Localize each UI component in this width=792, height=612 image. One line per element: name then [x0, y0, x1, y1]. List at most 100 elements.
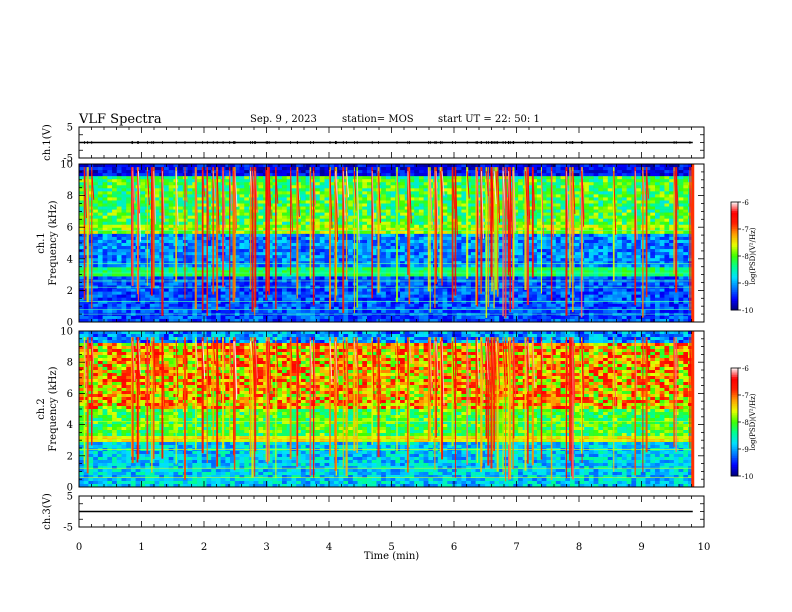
burst-core — [396, 341, 400, 380]
colorbar-tick-label: -7 — [742, 226, 749, 234]
burst-core — [290, 341, 294, 371]
burst-core — [222, 341, 226, 372]
burst-core — [206, 171, 210, 241]
burst-core — [146, 341, 150, 388]
colorbar-tick-label: -9 — [742, 280, 749, 288]
xtick-label: 3 — [263, 542, 269, 553]
xtick-label: 7 — [513, 542, 519, 553]
burst-core — [378, 341, 381, 404]
burst-core — [581, 171, 585, 220]
burst-core — [313, 171, 317, 206]
burst-core — [212, 341, 216, 366]
burst-core — [309, 171, 313, 240]
burst-core — [532, 341, 536, 388]
burst-core — [342, 341, 346, 381]
burst-core — [202, 171, 206, 197]
burst-core — [572, 171, 576, 215]
ytick-label: 10 — [60, 160, 73, 171]
xtick-label: 10 — [698, 542, 711, 553]
ch1-waveform — [79, 140, 693, 145]
channel-label: ch.2 — [36, 398, 47, 420]
ytick-label: 4 — [67, 420, 73, 431]
burst-core — [493, 341, 497, 381]
frequency-axis-label: Frequency (kHz) — [48, 366, 59, 451]
burst-core — [581, 171, 585, 227]
burst-core — [216, 171, 220, 234]
ytick-label: 2 — [67, 286, 73, 297]
burst-core — [329, 341, 333, 385]
data-end-marker — [691, 331, 695, 487]
burst-core — [252, 171, 255, 198]
burst-core — [353, 341, 357, 369]
burst-core — [527, 341, 531, 371]
burst-core — [408, 171, 412, 224]
burst-core — [481, 341, 484, 380]
burst-core — [505, 341, 509, 385]
burst-core — [485, 171, 489, 197]
colorbar-label: log(PSD)(V²/Hz) — [749, 227, 757, 284]
burst-core — [551, 171, 555, 237]
burst-core — [356, 171, 360, 243]
burst-core — [569, 341, 573, 395]
start-time-label: start UT = 22: 50: 1 — [438, 114, 540, 125]
ytick-label: 8 — [67, 358, 73, 369]
burst-core — [184, 341, 188, 369]
ytick-label: -5 — [63, 523, 73, 534]
xtick-label: 9 — [638, 542, 644, 553]
burst-core — [275, 341, 279, 371]
waveform-axis-label: ch.1(V) — [42, 124, 53, 161]
station-label: station= MOS — [342, 114, 414, 125]
burst-core — [452, 341, 456, 404]
burst-core — [673, 171, 677, 206]
burst-core — [675, 341, 679, 372]
burst-core — [153, 171, 157, 225]
burst-core — [532, 171, 536, 212]
burst-core — [175, 341, 179, 395]
panel-axes-4: 5 -5 ch.3(V) — [42, 492, 705, 534]
burst-core — [378, 171, 381, 224]
ytick-label: 6 — [67, 389, 73, 400]
burst-core — [216, 341, 220, 402]
burst-core — [566, 341, 569, 388]
burst-core — [371, 341, 375, 400]
colorbar-tick-label: -9 — [742, 446, 749, 454]
burst-core — [466, 171, 470, 199]
ytick-label: 5 — [67, 492, 73, 503]
colorbar-label: log(PSD)(V²/Hz) — [749, 393, 757, 450]
burst-core — [275, 171, 279, 204]
burst-core — [487, 341, 491, 393]
burst-core — [229, 341, 233, 376]
burst-core — [153, 341, 157, 393]
burst-core — [371, 171, 375, 237]
burst-core — [137, 341, 140, 396]
burst-core — [334, 341, 338, 383]
burst-core — [268, 171, 272, 219]
burst-core — [254, 171, 258, 213]
burst-core — [497, 341, 501, 389]
burst-core — [675, 171, 679, 210]
panel-axes-1: 5 -5 ch.1(V) — [42, 123, 705, 165]
burst-core — [265, 341, 269, 393]
burst-core — [267, 341, 271, 405]
colorbar-tick-label: -6 — [742, 199, 749, 207]
burst-core — [509, 341, 513, 366]
burst-core — [541, 171, 544, 236]
burst-core — [408, 341, 412, 364]
burst-core — [441, 341, 445, 406]
ch1-spectrogram — [79, 164, 695, 323]
burst-core — [91, 171, 95, 200]
burst-core — [634, 341, 638, 397]
burst-core — [646, 341, 650, 373]
burst-core — [551, 341, 555, 369]
burst-core — [346, 341, 350, 404]
burst-core — [634, 171, 638, 240]
burst-core — [505, 171, 509, 220]
colorbar-tick-label: -8 — [742, 253, 749, 261]
burst-core — [493, 171, 497, 205]
burst-core — [642, 341, 646, 364]
burst-core — [509, 171, 513, 239]
burst-core — [356, 341, 360, 409]
burst-core — [346, 171, 350, 198]
burst-core — [342, 171, 346, 222]
